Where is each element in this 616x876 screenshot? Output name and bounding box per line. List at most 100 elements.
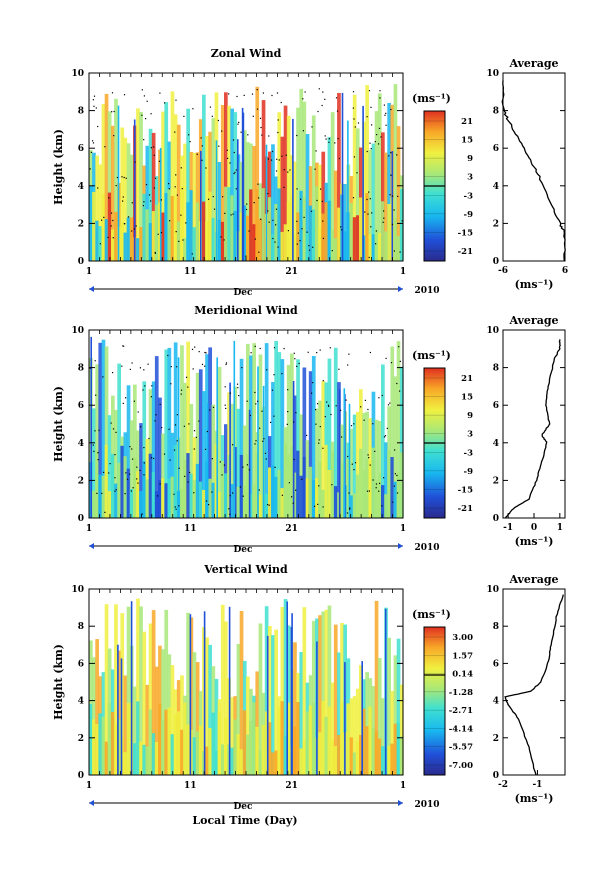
heatmap-low-cell	[92, 719, 96, 775]
heatmap-streak	[338, 389, 341, 518]
heatmap-column	[381, 132, 385, 261]
contour-dot	[307, 351, 309, 353]
heatmap-low-cell	[158, 480, 162, 518]
heatmap-low-cell	[271, 233, 275, 261]
contour-dot	[297, 232, 299, 234]
contour-dot	[397, 195, 399, 197]
contour-dot	[140, 426, 142, 428]
heatmap-low-cell	[233, 719, 238, 775]
contour-dot	[209, 106, 211, 108]
heatmap-column	[321, 381, 326, 518]
heatmap-low-cell	[308, 705, 313, 775]
heatmap-column	[117, 650, 121, 775]
contour-dot	[142, 389, 144, 391]
heatmap-field	[89, 84, 404, 262]
heatmap-low-cell	[101, 194, 106, 261]
contour-dot	[382, 221, 384, 223]
contour-dot	[127, 216, 130, 218]
colorbar-tick-label: -2.71	[449, 706, 473, 716]
heatmap-column	[154, 356, 159, 518]
contour-dot	[153, 154, 155, 156]
contour-dot	[296, 220, 298, 222]
heatmap-column	[374, 600, 379, 775]
contour-dot	[324, 135, 326, 137]
heatmap-low-cell	[324, 202, 329, 261]
heatmap-low-cell	[170, 476, 175, 518]
heatmap-column	[164, 609, 169, 775]
contour-dot	[368, 490, 370, 492]
heatmap-low-cell	[233, 447, 238, 518]
heatmap-low-cell	[114, 483, 118, 518]
contour-dot	[368, 90, 371, 92]
contour-dot	[341, 229, 343, 231]
heatmap-low-cell	[330, 229, 335, 261]
x-tick-label: 1	[400, 781, 406, 791]
contour-dot	[181, 188, 183, 190]
contour-dot	[211, 458, 213, 460]
contour-dot	[354, 126, 356, 128]
contour-dot	[329, 347, 331, 349]
contour-dot	[129, 368, 131, 370]
heatmap-column	[230, 403, 234, 518]
contour-dot	[124, 493, 126, 495]
contour-dot	[94, 430, 96, 432]
heatmap-low-cell	[145, 479, 150, 518]
colorbar-tick-label: -1.28	[449, 688, 473, 698]
heatmap-low-cell	[261, 188, 266, 261]
profile-x-tick-label: 6	[562, 266, 568, 276]
contour-dot	[322, 91, 324, 93]
heatmap-column	[374, 419, 379, 518]
heatmap-low-cell	[164, 193, 169, 261]
heatmap-low-cell	[290, 195, 294, 261]
contour-dot	[189, 141, 191, 143]
heatmap-column	[242, 425, 247, 518]
heatmap-column	[145, 438, 150, 518]
contour-dot	[104, 146, 106, 148]
heatmap-column	[387, 637, 391, 775]
contour-dot	[251, 93, 254, 95]
heatmap-low-cell	[258, 750, 263, 775]
heatmap-low-cell	[133, 457, 137, 518]
contour-dot	[383, 436, 386, 438]
heatmap-streak	[257, 366, 259, 518]
contour-dot	[278, 159, 280, 161]
contour-dot	[328, 405, 330, 407]
heatmap-column	[195, 662, 200, 775]
contour-dot	[148, 194, 151, 196]
profile-x-label: (ms⁻¹)	[515, 278, 554, 291]
heatmap-column	[211, 118, 216, 261]
contour-dot	[347, 364, 349, 366]
contour-dot	[170, 366, 172, 368]
profile-y-tick-label: 4	[493, 439, 499, 449]
y-axis-label: Height (km)	[52, 644, 65, 720]
year-label: 2010	[414, 543, 439, 553]
contour-dot	[341, 436, 343, 438]
heatmap-low-cell	[183, 460, 187, 518]
contour-dot	[154, 252, 156, 254]
contour-dot	[293, 458, 295, 461]
heatmap-low-cell	[101, 475, 106, 518]
heatmap-column	[318, 400, 322, 518]
heatmap-low-cell	[126, 217, 131, 261]
heatmap-low-cell	[107, 192, 112, 261]
heatmap-low-cell	[299, 748, 304, 775]
heatmap-low-cell	[286, 454, 291, 518]
heatmap-column	[381, 698, 385, 775]
heatmap-low-cell	[205, 746, 209, 775]
heatmap-column	[161, 111, 165, 261]
heatmap-column	[202, 391, 206, 518]
heatmap-column	[217, 366, 222, 518]
heatmap-low-cell	[365, 458, 369, 518]
heatmap-column	[296, 107, 300, 261]
heatmap-low-cell	[104, 741, 109, 775]
heatmap-column	[224, 92, 228, 261]
contour-dot	[283, 186, 285, 188]
x-tick-label: 1	[86, 267, 92, 277]
heatmap-low-cell	[365, 193, 369, 261]
y-tick-label: 2	[78, 734, 84, 744]
contour-dot	[123, 94, 126, 96]
heatmap-column	[390, 691, 395, 775]
contour-dot	[153, 187, 155, 189]
